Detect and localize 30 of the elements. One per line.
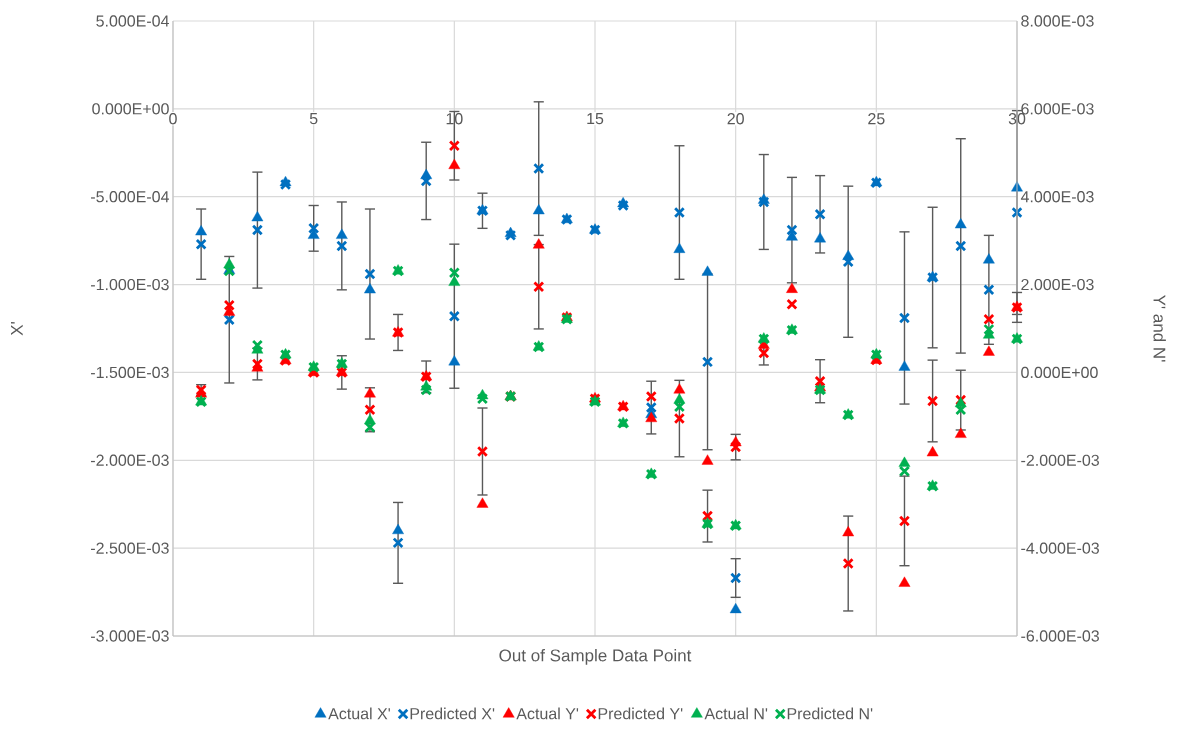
- y-tick-label: -3.000E-03: [91, 630, 169, 642]
- y2-tick-label: 8.000E-03: [1021, 15, 1094, 27]
- x-axis-title: Out of Sample Data Point: [499, 648, 692, 665]
- y2-tick-label: 6.000E-03: [1021, 103, 1094, 115]
- y-tick-label: -1.000E-03: [91, 278, 169, 291]
- y2-tick-label: -6.000E-03: [1021, 630, 1099, 642]
- y-tick-label: 5.000E-04: [96, 15, 169, 27]
- y-axis-title: X': [11, 322, 23, 336]
- y2-tick-label: -4.000E-03: [1021, 542, 1099, 554]
- y-tick-label: -2.500E-03: [91, 542, 169, 554]
- legend-label: Predicted X': [410, 707, 495, 720]
- legend-label: Predicted N': [787, 707, 873, 720]
- y-tick-label: -5.000E-04: [91, 191, 169, 203]
- legend-label: Actual X': [328, 707, 390, 720]
- x-tick-label: 25: [868, 113, 885, 125]
- y-tick-label: 0.000E+00: [92, 103, 169, 115]
- x-tick-label: 5: [309, 113, 318, 125]
- y2-tick-label: 2.000E-03: [1021, 278, 1094, 291]
- legend-label: Actual N': [704, 707, 768, 720]
- legend-label: Actual Y': [516, 707, 579, 720]
- x-tick-label: 15: [587, 113, 604, 125]
- y2-tick-label: 4.000E-03: [1020, 191, 1094, 203]
- y-tick-label: -1.500E-03: [91, 366, 169, 379]
- y2-tick-label: 0.000E+00: [1021, 366, 1098, 379]
- legend-label: Predicted Y': [598, 707, 683, 720]
- y-tick-label: -2.000E-03: [91, 454, 169, 466]
- x-tick-label: 20: [727, 113, 744, 125]
- y2-axis-title: Y' and N': [1153, 294, 1166, 362]
- x-tick-label: 0: [169, 113, 177, 125]
- y2-tick-label: -2.000E-03: [1021, 454, 1099, 466]
